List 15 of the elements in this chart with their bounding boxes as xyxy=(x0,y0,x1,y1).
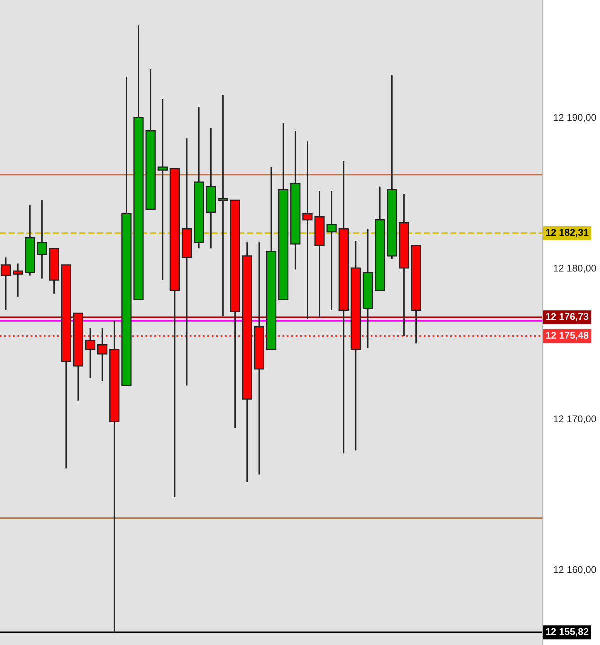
candlestick xyxy=(0,257,12,312)
y-tick-label: 12 170,00 xyxy=(554,416,596,424)
candlestick xyxy=(13,263,24,298)
ref-line-label: 12 182,31 xyxy=(546,229,589,238)
candlestick xyxy=(158,98,168,281)
candlestick xyxy=(182,138,192,386)
candlestick xyxy=(97,328,108,382)
candlestick xyxy=(85,328,96,379)
y-tick-label: 12 160,00 xyxy=(554,566,596,574)
ref-line-label: 12 175,48 xyxy=(546,332,589,340)
candlestick xyxy=(326,190,337,312)
ref-line-label: 12 155,82 xyxy=(546,628,589,637)
y-tick-label: 12 180,00 xyxy=(554,264,596,274)
y-tick-label: 12 190,00 xyxy=(554,114,596,122)
ref-line-label: 12 176,73 xyxy=(546,313,589,322)
